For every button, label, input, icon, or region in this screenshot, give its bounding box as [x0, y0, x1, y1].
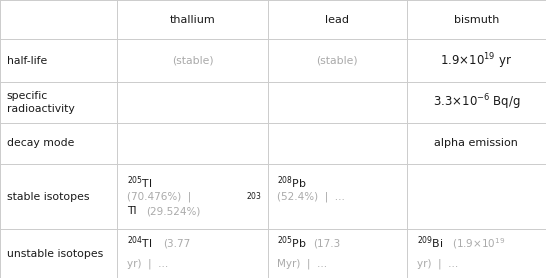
Text: $(1.9{\times}10^{19}$: $(1.9{\times}10^{19}$ — [452, 236, 506, 250]
Text: half-life: half-life — [7, 56, 47, 66]
Text: $^{208}$Pb: $^{208}$Pb — [277, 174, 307, 190]
Text: stable isotopes: stable isotopes — [7, 192, 89, 202]
Text: yr)  |  ...: yr) | ... — [127, 259, 169, 269]
Text: $1.9{\times}10^{19}$ yr: $1.9{\times}10^{19}$ yr — [441, 51, 512, 71]
Text: specific
radioactivity: specific radioactivity — [7, 91, 74, 114]
Text: yr)  |  ...: yr) | ... — [417, 259, 458, 269]
Text: (70.476%)  |: (70.476%) | — [127, 192, 192, 202]
Text: (52.4%)  |  ...: (52.4%) | ... — [277, 192, 345, 202]
Text: $3.3{\times}10^{-6}$ Bq/g: $3.3{\times}10^{-6}$ Bq/g — [432, 93, 520, 112]
Text: thallium: thallium — [170, 15, 215, 25]
Text: (17.3: (17.3 — [313, 238, 340, 248]
Text: (29.524%): (29.524%) — [146, 206, 201, 216]
Text: bismuth: bismuth — [454, 15, 499, 25]
Text: (stable): (stable) — [171, 56, 213, 66]
Text: decay mode: decay mode — [7, 138, 74, 148]
Text: (3.77: (3.77 — [163, 238, 190, 248]
Text: lead: lead — [325, 15, 349, 25]
Text: $^{203}$: $^{203}$ — [246, 192, 262, 202]
Text: (stable): (stable) — [316, 56, 358, 66]
Text: $^{205}$Tl: $^{205}$Tl — [127, 174, 153, 190]
Text: Tl: Tl — [127, 206, 136, 216]
Text: alpha emission: alpha emission — [435, 138, 518, 148]
Text: $^{204}$Tl: $^{204}$Tl — [127, 235, 153, 251]
Text: $^{205}$Pb: $^{205}$Pb — [277, 235, 307, 251]
Text: unstable isotopes: unstable isotopes — [7, 249, 103, 259]
Text: $^{209}$Bi: $^{209}$Bi — [417, 235, 443, 251]
Text: Myr)  |  ...: Myr) | ... — [277, 259, 328, 269]
